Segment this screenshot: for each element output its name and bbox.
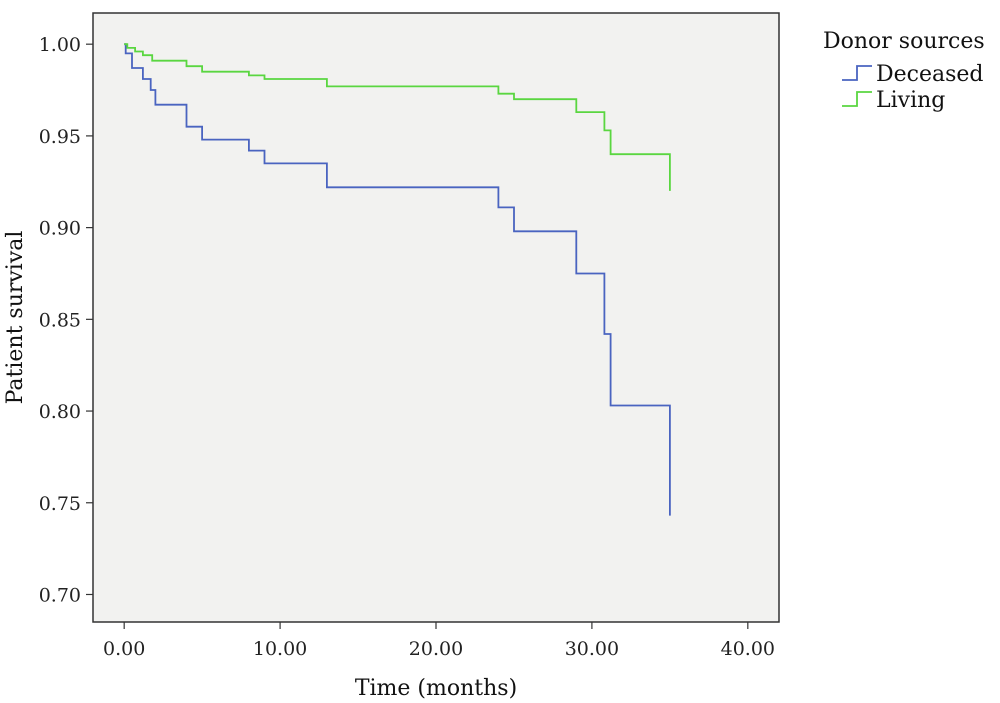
- x-tick-label: 10.00: [253, 638, 307, 660]
- x-tick-label: 20.00: [409, 638, 463, 660]
- x-tick-label: 0.00: [103, 638, 145, 660]
- series-line-living: [124, 43, 671, 191]
- y-tick-label: 0.70: [39, 584, 81, 606]
- series-layer: [124, 43, 671, 516]
- y-tick-label: 0.75: [39, 493, 81, 515]
- y-axis-title: Patient survival: [3, 231, 28, 405]
- series-line-deceased: [124, 43, 671, 516]
- x-tick-label: 30.00: [565, 638, 619, 660]
- legend-label-living: Living: [876, 88, 945, 113]
- x-tick-label: 40.00: [721, 638, 775, 660]
- y-tick-label: 0.90: [39, 218, 81, 240]
- x-axis-title: Time (months): [355, 676, 517, 701]
- legend-swatch-living: [842, 91, 872, 107]
- y-tick-label: 0.80: [39, 401, 81, 423]
- legend-swatch-deceased: [842, 65, 872, 81]
- y-tick-label: 0.85: [39, 309, 81, 331]
- legend-title: Donor sources: [823, 29, 985, 54]
- axis-layer: 0.00 10.00 20.00 30.00 40.00 0.70 0.75 0.80 0.85…: [39, 34, 775, 660]
- legend-label-deceased: Deceased: [876, 62, 984, 87]
- y-tick-label: 0.95: [39, 126, 81, 148]
- y-tick-label: 1.00: [39, 34, 81, 56]
- plot-area: [92, 12, 780, 623]
